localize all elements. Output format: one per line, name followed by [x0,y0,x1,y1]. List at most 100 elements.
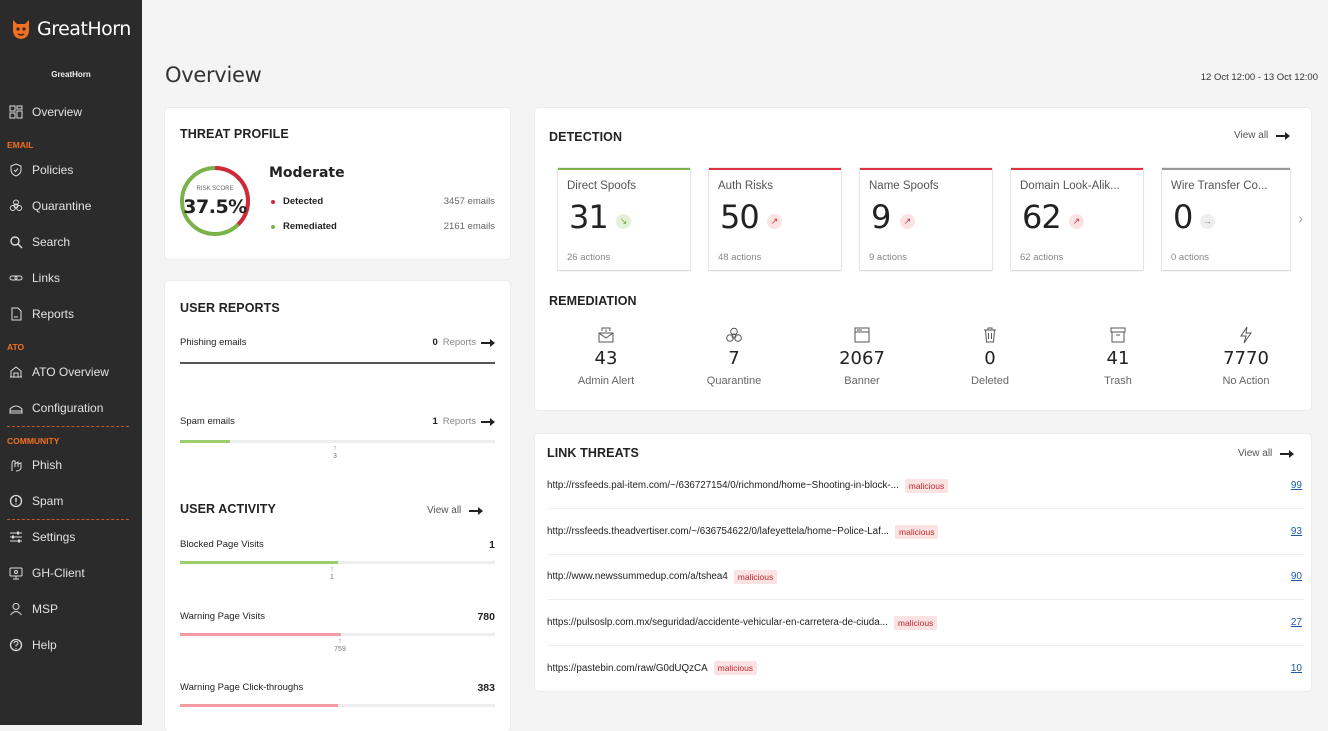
sidebar-item-spam[interactable]: Spam [0,486,142,516]
ato-icon [10,366,22,378]
remediation-quarantine: 7 Quarantine [678,326,790,387]
trend-up-icon: ↗ [900,214,915,229]
phishing-emails-row[interactable]: Phishing emails 0 Reports [180,337,495,348]
link-threat-row[interactable]: https://pulsoslp.com.mx/seguridad/accide… [547,600,1304,646]
sidebar-item-label: Policies [32,163,74,177]
spam-bar-fill [180,440,230,443]
detection-tile-domain-look-alike[interactable]: Domain Look-Alik... 62 ↗ 62 actions [1011,168,1143,270]
spam-emails-row[interactable]: Spam emails 1 Reports [180,416,495,427]
greathorn-logo[interactable]: GreatHorn [11,18,131,40]
sidebar-item-ato-overview[interactable]: ATO Overview [0,357,142,387]
malicious-badge: malicious [713,661,758,675]
greathorn-logo-icon [13,20,29,39]
tile-value: 62 [1022,198,1062,236]
spam-icon [9,494,23,508]
warning-visits-bar [180,633,495,636]
tile-value: 9 [871,198,891,236]
activity-label: Blocked Page Visits [180,539,264,550]
sidebar-item-quarantine[interactable]: Quarantine [0,191,142,221]
sidebar-item-search[interactable]: Search [0,227,142,257]
detection-tile-auth-risks[interactable]: Auth Risks 50 ↗ 48 actions [709,168,841,270]
remediation-label: No Action [1222,375,1270,387]
sidebar-item-label: MSP [32,602,59,616]
arrow-right-icon [469,506,484,515]
user-activity-title: USER ACTIVITY [180,502,276,516]
threat-url[interactable]: http://rssfeeds.theadvertiser.com/~/6367… [547,526,890,537]
client-icon [9,567,23,580]
remediation-no-action: 7770 No Action [1190,326,1302,387]
section-email: EMAIL [7,140,34,150]
sidebar-item-label: ATO Overview [32,365,109,379]
sidebar-item-overview[interactable]: Overview [0,97,142,127]
spam-tick: ↑ 3 [333,445,337,460]
remediation-admin-alert: 43 Admin Alert [550,326,662,387]
remediation-deleted: 0 Deleted [934,326,1046,387]
link-threat-row[interactable]: https://pastebin.com/raw/G0dUQzCA malici… [547,645,1304,691]
trend-flat-icon: → [1200,214,1215,229]
tile-name: Auth Risks [718,180,773,192]
divider [7,426,129,427]
remediated-row: Remediated 2161 emails [271,221,495,232]
reports-unit: Reports [442,337,476,348]
sidebar-item-phish[interactable]: Phish [0,450,142,480]
user-activity-view-all[interactable]: View all [427,505,484,516]
activity-value: 780 [477,611,495,623]
malicious-badge: malicious [895,524,939,539]
sidebar-item-gh-client[interactable]: GH-Client [0,558,142,588]
threat-url[interactable]: https://pastebin.com/raw/G0dUQzCA [547,662,708,674]
tile-value: 50 [720,198,760,236]
user-reports-card: USER REPORTS Phishing emails 0 Reports Sp… [165,281,510,731]
threat-count[interactable]: 90 [1290,571,1302,582]
sidebar-item-help[interactable]: Help [0,630,142,660]
sidebar-item-label: Reports [32,307,75,321]
card-title: LINK THREATS [547,446,639,460]
sliders-icon [10,531,22,543]
link-threat-row[interactable]: http://www.newssummedup.com/a/tshea4 mal… [547,554,1304,600]
link-icon [9,275,23,281]
link-threats-view-all[interactable]: View all [1238,448,1295,459]
chevron-right-icon[interactable]: › [1298,210,1303,226]
sidebar-item-reports[interactable]: Reports [0,299,142,329]
threat-count[interactable]: 27 [1290,617,1302,628]
detection-tile-wire-transfer[interactable]: Wire Transfer Co... 0 → 0 actions [1162,168,1290,270]
detected-dot [271,199,275,204]
detection-card: DETECTION View all Direct Spoofs 31 ↘ 26… [535,108,1311,410]
warning-click-bar-fill [180,704,338,707]
threat-count[interactable]: 10 [1290,662,1302,674]
arrow-right-icon [481,338,495,347]
remediation-value: 7770 [1223,348,1269,369]
spam-tick-value: 3 [333,453,337,460]
threat-count[interactable]: 93 [1290,526,1302,537]
sidebar-item-settings[interactable]: Settings [0,522,142,552]
warning-page-visits-row: Warning Page Visits 780 [180,611,495,623]
sidebar-item-label: Settings [32,530,76,544]
threat-count[interactable]: 99 [1290,480,1302,491]
sidebar-item-policies[interactable]: Policies [0,155,142,185]
blocked-bar-fill [180,561,338,564]
threat-url[interactable]: https://pulsoslp.com.mx/seguridad/accide… [547,617,888,628]
warning-click-throughs-row: Warning Page Click-throughs 383 [180,682,495,694]
sidebar-item-label: Links [32,271,61,285]
date-range[interactable]: 12 Oct 12:00 - 13 Oct 12:00 [1200,72,1318,83]
link-threat-row[interactable]: http://rssfeeds.theadvertiser.com/~/6367… [547,509,1304,555]
remediated-label: Remediated [283,221,337,232]
malicious-badge: malicious [904,478,949,493]
threat-url[interactable]: http://rssfeeds.pal-item.com/~/636727154… [547,480,899,491]
tile-name: Domain Look-Alik... [1020,180,1120,192]
user-icon [10,603,22,616]
reports-unit: Reports [442,416,476,427]
link-threats-card: LINK THREATS View all http://rssfeeds.pa… [535,434,1311,691]
detection-view-all[interactable]: View all [1234,130,1291,141]
sidebar-item-msp[interactable]: MSP [0,594,142,624]
malicious-badge: malicious [893,615,938,630]
sidebar-item-links[interactable]: Links [0,263,142,293]
phishing-bar [180,362,495,364]
page-title: Overview [165,63,262,87]
detection-tile-name-spoofs[interactable]: Name Spoofs 9 ↗ 9 actions [860,168,992,270]
detection-tile-direct-spoofs[interactable]: Direct Spoofs 31 ↘ 26 actions [558,168,690,270]
warning-visits-tick: ↑ 759 [334,638,346,653]
link-threat-row[interactable]: http://rssfeeds.pal-item.com/~/636727154… [547,463,1304,509]
threat-url[interactable]: http://www.newssummedup.com/a/tshea4 [547,571,728,582]
sidebar-item-configuration[interactable]: Configuration [0,393,142,423]
warning-click-bar [180,704,495,707]
